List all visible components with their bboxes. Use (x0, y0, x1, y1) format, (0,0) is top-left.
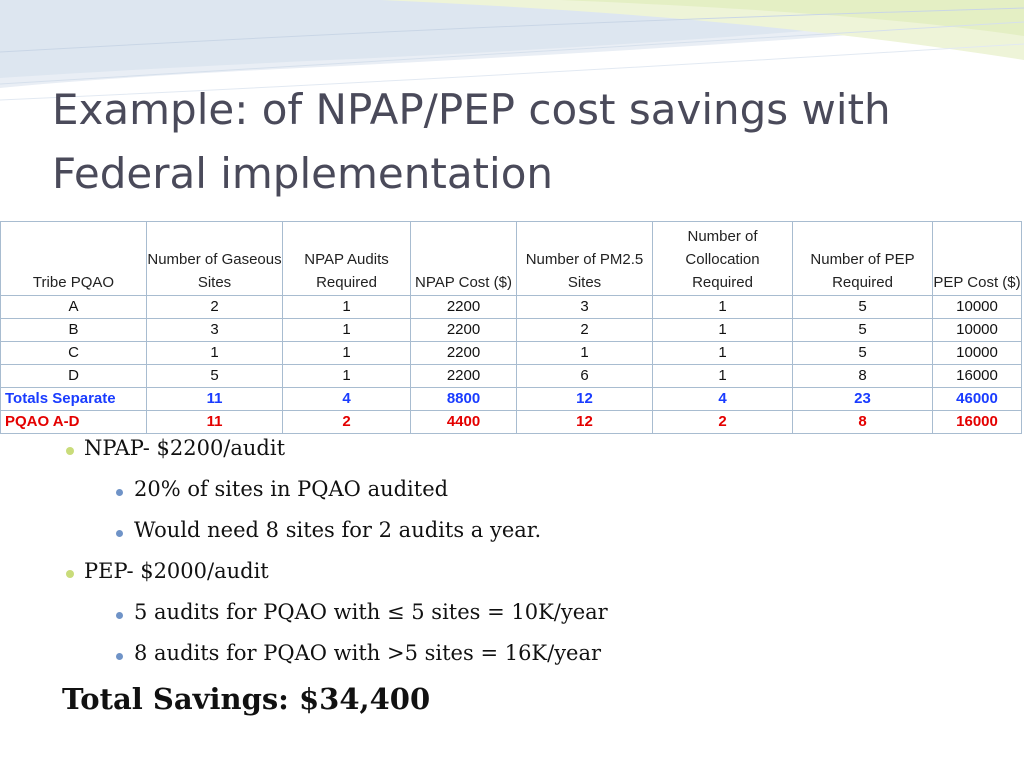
table-cell: 10000 (932, 318, 1022, 342)
table-cell: 4 (282, 387, 411, 411)
table-cell: 12 (516, 387, 653, 411)
background-swoosh (0, 0, 1024, 101)
table-cell: 1 (516, 341, 653, 365)
table-cell: 10000 (932, 341, 1022, 365)
table-cell: 2200 (410, 341, 517, 365)
table-cell: 4400 (410, 410, 517, 434)
table-cell: 5 (792, 341, 933, 365)
table-cell: 8 (792, 364, 933, 388)
table-header-row: Tribe PQAO Number of Gaseous Sites NPAP … (0, 221, 1022, 296)
table-cell: 12 (516, 410, 653, 434)
table-cell: A (0, 295, 147, 319)
table-cell: 16000 (932, 410, 1022, 434)
table-cell: 11 (146, 410, 283, 434)
table-cell: C (0, 341, 147, 365)
slide-title-line-1: Example: of NPAP/PEP cost savings with (52, 85, 891, 134)
table-cell: 2 (652, 410, 793, 434)
table-cell: 8800 (410, 387, 517, 411)
table-cell: 3 (516, 295, 653, 319)
header-cell: Number of PEP Required (792, 221, 933, 296)
table-cell: 3 (146, 318, 283, 342)
total-savings: Total Savings: $34,400 (62, 682, 431, 716)
cost-table-container: Tribe PQAO Number of Gaseous Sites NPAP … (0, 221, 1022, 434)
slide-title: Example: of NPAP/PEP cost savings with F… (52, 78, 992, 206)
table-cell: 8 (792, 410, 933, 434)
bullet-dot-icon (116, 653, 123, 660)
table-cell: 1 (282, 364, 411, 388)
table-cell: 4 (652, 387, 793, 411)
bullet-text: Would need 8 sites for 2 audits a year. (134, 518, 542, 542)
table-cell: 46000 (932, 387, 1022, 411)
table-cell: PQAO A-D (0, 410, 147, 434)
table-cell: 1 (652, 341, 793, 365)
bullet-text: PEP- $2000/audit (84, 559, 269, 583)
bullet-dot-icon (116, 489, 123, 496)
table-cell: D (0, 364, 147, 388)
table-cell: 5 (146, 364, 283, 388)
table-cell: 1 (282, 341, 411, 365)
table-cell: 1 (652, 295, 793, 319)
table-cell: 5 (792, 295, 933, 319)
table-cell: 2200 (410, 318, 517, 342)
bullet-text: 8 audits for PQAO with >5 sites = 16K/ye… (134, 641, 602, 665)
table-cell: 1 (282, 295, 411, 319)
table-cell: 1 (652, 318, 793, 342)
table-cell: 11 (146, 387, 283, 411)
table-cell: Totals Separate (0, 387, 147, 411)
header-cell: Number of PM2.5 Sites (516, 221, 653, 296)
header-cell: Number of Gaseous Sites (146, 221, 283, 296)
table-cell: 2 (282, 410, 411, 434)
table-cell: 2 (516, 318, 653, 342)
table-cell: 1 (146, 341, 283, 365)
table-cell: 1 (282, 318, 411, 342)
bullet-text: 20% of sites in PQAO audited (134, 477, 449, 501)
table-cell: 2200 (410, 295, 517, 319)
cost-table: Tribe PQAO Number of Gaseous Sites NPAP … (0, 221, 1022, 434)
bullet-dot-icon (66, 570, 74, 578)
table-cell: 2 (146, 295, 283, 319)
table-cell: 6 (516, 364, 653, 388)
table-row: B 3 1 2200 2 1 5 10000 (0, 318, 1022, 342)
bullet-text: NPAP- $2200/audit (84, 436, 286, 460)
totals-separate-row: Totals Separate 11 4 8800 12 4 23 46000 (0, 387, 1022, 411)
header-cell: Tribe PQAO (0, 221, 147, 296)
table-cell: 5 (792, 318, 933, 342)
header-cell: NPAP Audits Required (282, 221, 411, 296)
table-cell: 23 (792, 387, 933, 411)
pqao-total-row: PQAO A-D 11 2 4400 12 2 8 16000 (0, 410, 1022, 434)
bullet-text: 5 audits for PQAO with ≤ 5 sites = 10K/y… (134, 600, 608, 624)
bullet-dot-icon (116, 612, 123, 619)
table-row: C 1 1 2200 1 1 5 10000 (0, 341, 1022, 365)
slide-title-line-2: Federal implementation (52, 149, 554, 198)
bullet-dot-icon (116, 530, 123, 537)
table-cell: 10000 (932, 295, 1022, 319)
bullet-dot-icon (66, 447, 74, 455)
table-cell: 1 (652, 364, 793, 388)
table-cell: B (0, 318, 147, 342)
header-cell: PEP Cost ($) (932, 221, 1022, 296)
table-cell: 16000 (932, 364, 1022, 388)
table-cell: 2200 (410, 364, 517, 388)
header-cell: NPAP Cost ($) (410, 221, 517, 296)
table-row: A 2 1 2200 3 1 5 10000 (0, 295, 1022, 319)
table-row: D 5 1 2200 6 1 8 16000 (0, 364, 1022, 388)
header-cell: Number of Collocation Required (652, 221, 793, 296)
